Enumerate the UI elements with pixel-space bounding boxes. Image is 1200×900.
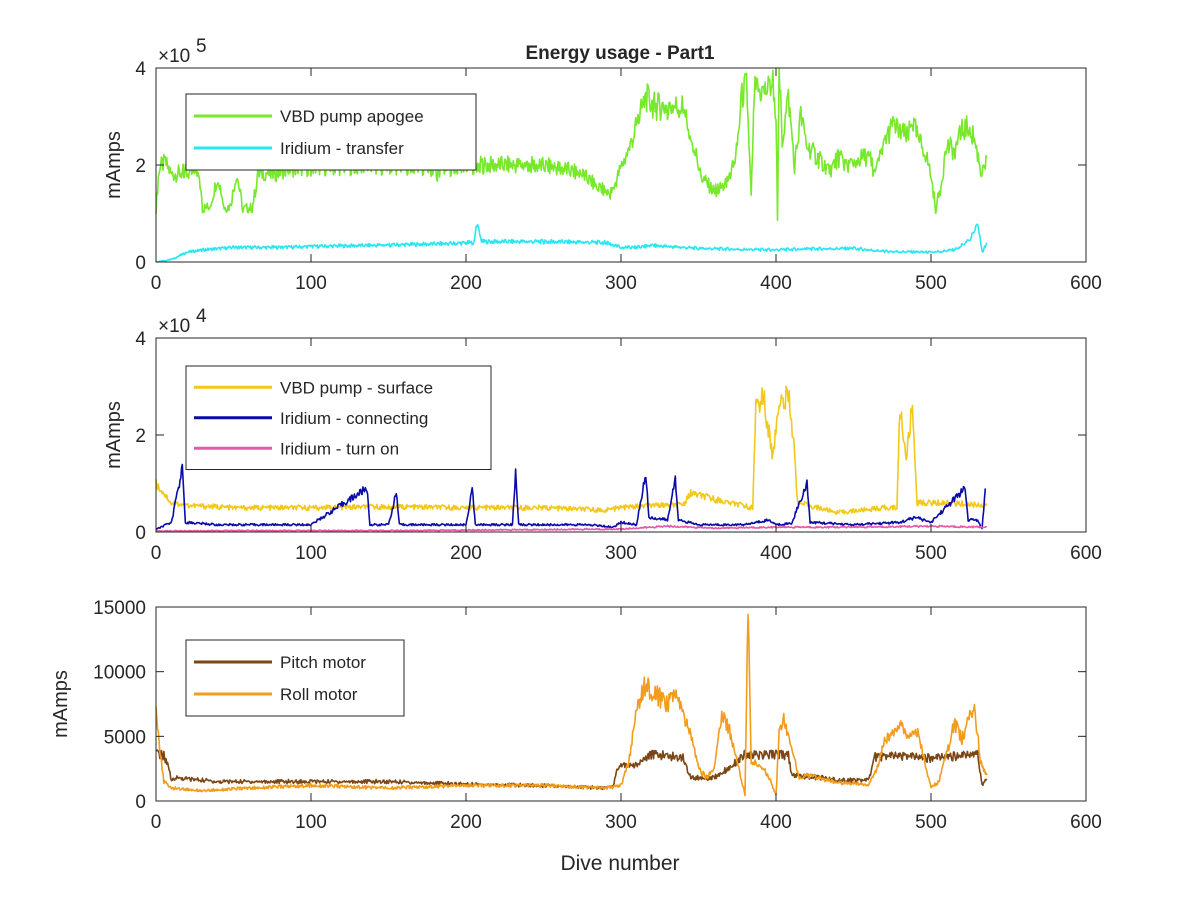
y-tick-label: 2 [135,426,146,447]
x-tick-label: 600 [1070,543,1102,564]
subplot-2: 0 100 200 300 400 500 600 0 2 4 ×10 4 mAmps VBD pump … [103,306,1102,564]
x-tick-label: 0 [151,812,162,833]
legend-box [185,93,477,171]
legend-3: Pitch motor Roll motor [185,639,405,717]
x-tick-label: 100 [295,273,327,294]
legend-2: VBD pump - surface Iridium - connecting Ir… [185,365,492,470]
y-axis-multiplier: ×10 [158,316,190,337]
legend-entry: Iridium - transfer [280,139,404,158]
x-tick-label: 500 [915,543,947,564]
y-tick-label: 15000 [93,598,146,619]
y-tick-label: 0 [135,792,146,813]
y-axis-label: mAmps [50,670,72,738]
x-tick-label: 400 [760,273,792,294]
series-line-2-2 [155,463,987,531]
y-axis-multiplier-exponent: 4 [196,306,207,327]
subplot-3: 0 100 200 300 400 500 600 0 5000 10000 15000 mAmps P… [50,598,1102,833]
x-tick-label: 300 [605,273,637,294]
legend-entry: VBD pump - surface [280,378,433,397]
x-tick-label: 300 [605,543,637,564]
x-tick-label: 0 [151,543,162,564]
y-axis-label: mAmps [103,131,125,199]
y-tick-label: 4 [135,329,146,350]
x-tick-label: 200 [450,273,482,294]
y-axis-multiplier-exponent: 5 [196,36,207,57]
y-tick-label: 0 [135,523,146,544]
legend-1: VBD pump apogee Iridium - transfer [185,93,477,171]
subplot-1: 0 100 200 300 400 500 600 0 2 4 ×10 5 mAmps VBD pump … [103,36,1102,294]
y-tick-label: 10000 [93,663,146,684]
x-tick-label: 100 [295,812,327,833]
legend-box [185,639,405,717]
series-line-1-2 [155,223,988,263]
x-tick-label: 300 [605,812,637,833]
y-tick-label: 4 [135,59,146,80]
y-tick-label: 2 [135,156,146,177]
x-tick-label: 400 [760,543,792,564]
legend-entry: Iridium - connecting [280,409,428,428]
y-axis-label: mAmps [103,401,125,469]
figure-title: Energy usage - Part1 [525,43,714,64]
x-tick-label: 100 [295,543,327,564]
x-axis-label: Dive number [560,852,679,875]
x-tick-label: 400 [760,812,792,833]
x-tick-label: 200 [450,543,482,564]
legend-entry: Pitch motor [280,653,366,672]
legend-entry: Iridium - turn on [280,439,399,458]
y-tick-label: 5000 [104,727,146,748]
y-tick-label: 0 [135,253,146,274]
x-tick-label: 0 [151,273,162,294]
y-axis-multiplier: ×10 [158,46,190,67]
legend-entry: Roll motor [280,685,358,704]
x-tick-label: 600 [1070,812,1102,833]
x-tick-label: 500 [915,812,947,833]
x-tick-label: 200 [450,812,482,833]
series-line-3-2 [155,613,988,797]
legend-entry: VBD pump apogee [280,107,424,126]
series-line-2-3 [155,524,988,533]
x-tick-label: 600 [1070,273,1102,294]
x-tick-label: 500 [915,273,947,294]
series-line-2-1 [155,385,988,516]
